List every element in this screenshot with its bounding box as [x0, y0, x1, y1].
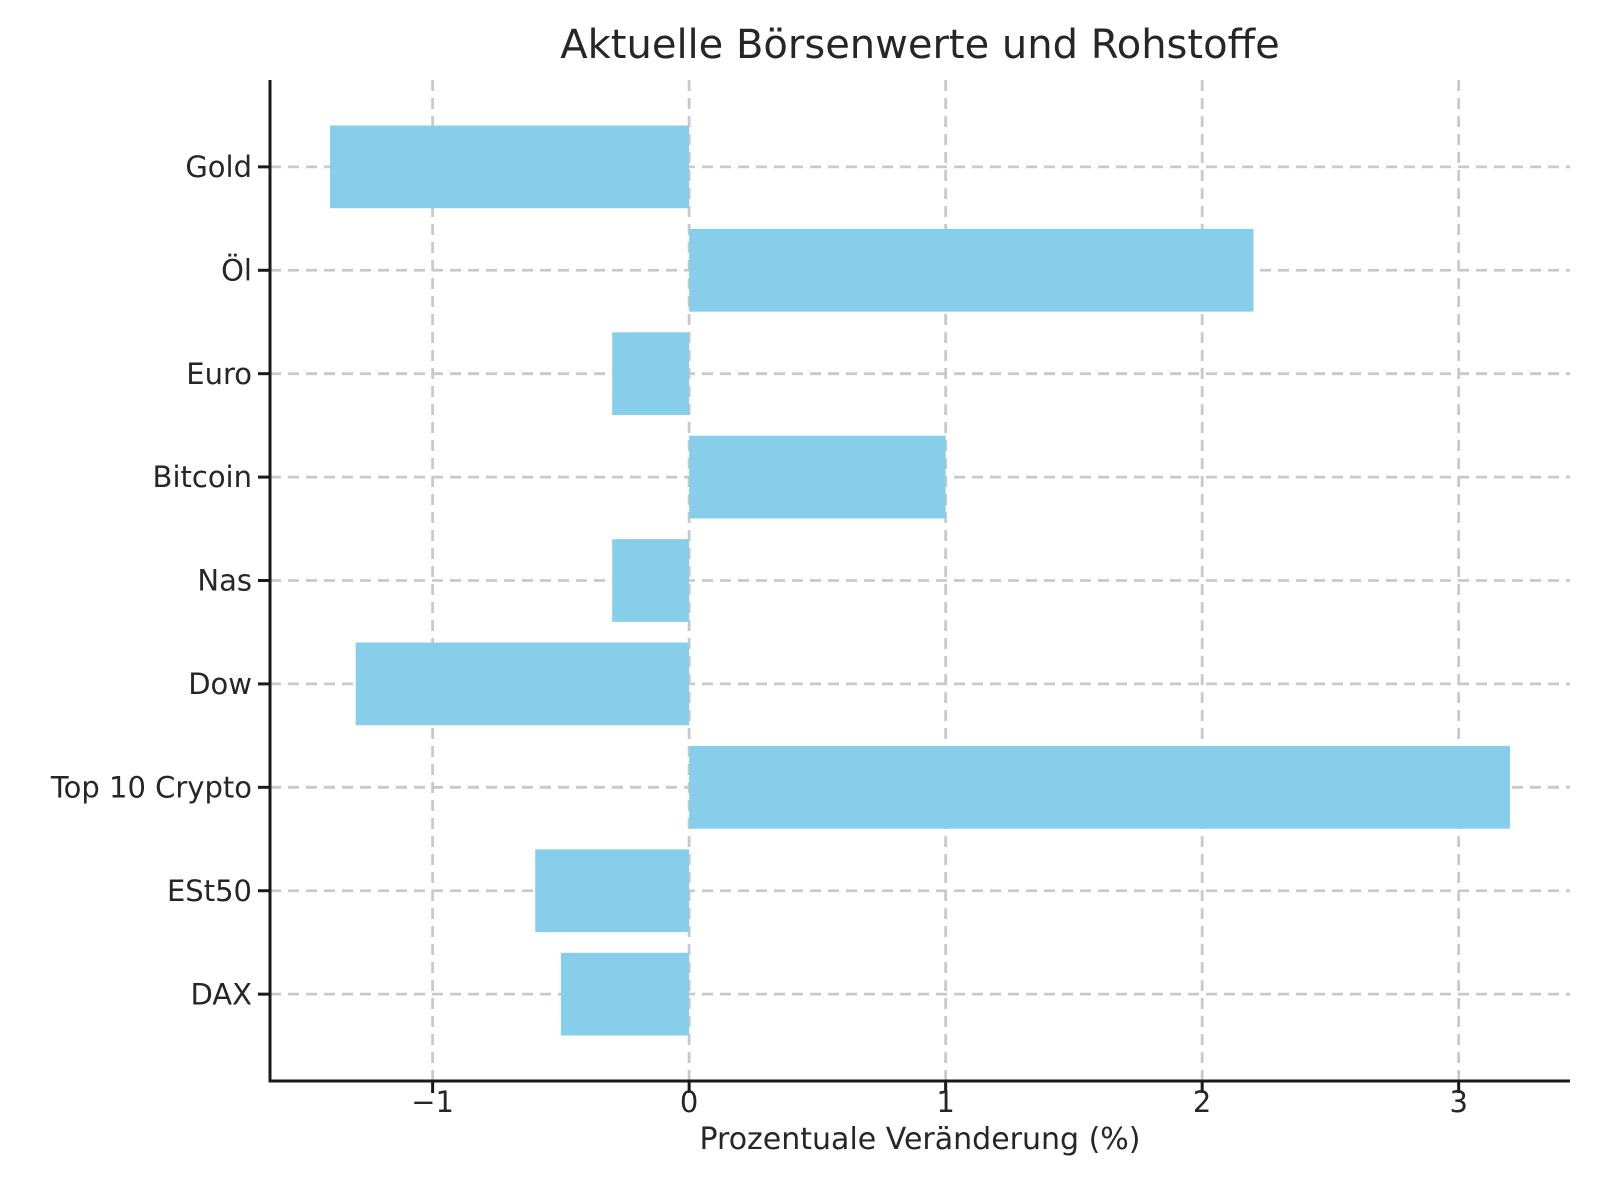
bar: [612, 539, 690, 622]
x-tick-label: −1: [411, 1085, 454, 1119]
bar: [612, 332, 690, 416]
chart-title: Aktuelle Börsenwerte und Rohstoffe: [560, 22, 1280, 68]
bar: [535, 849, 690, 933]
bar: [330, 125, 690, 209]
bar: [689, 745, 1510, 829]
x-axis-label: Prozentuale Veränderung (%): [699, 1122, 1141, 1157]
bar: [689, 435, 946, 519]
bar: [689, 228, 1254, 312]
y-tick-label: ESt50: [167, 874, 252, 908]
bar: [560, 952, 690, 1036]
x-tick-label: 1: [936, 1085, 954, 1119]
y-tick-label: Top 10 Crypto: [50, 770, 252, 804]
y-tick-label: Öl: [221, 253, 252, 287]
y-tick-label: Gold: [185, 150, 252, 184]
y-tick-label: Nas: [197, 564, 252, 598]
x-tick-label: 3: [1449, 1085, 1467, 1119]
x-tick-label: 0: [680, 1085, 698, 1119]
y-tick-label: Euro: [186, 357, 252, 391]
x-tick-label: 2: [1193, 1085, 1211, 1119]
bar: [355, 642, 690, 726]
y-tick-label: Dow: [188, 667, 252, 701]
y-tick-label: DAX: [190, 977, 252, 1011]
y-tick-label: Bitcoin: [153, 460, 252, 494]
